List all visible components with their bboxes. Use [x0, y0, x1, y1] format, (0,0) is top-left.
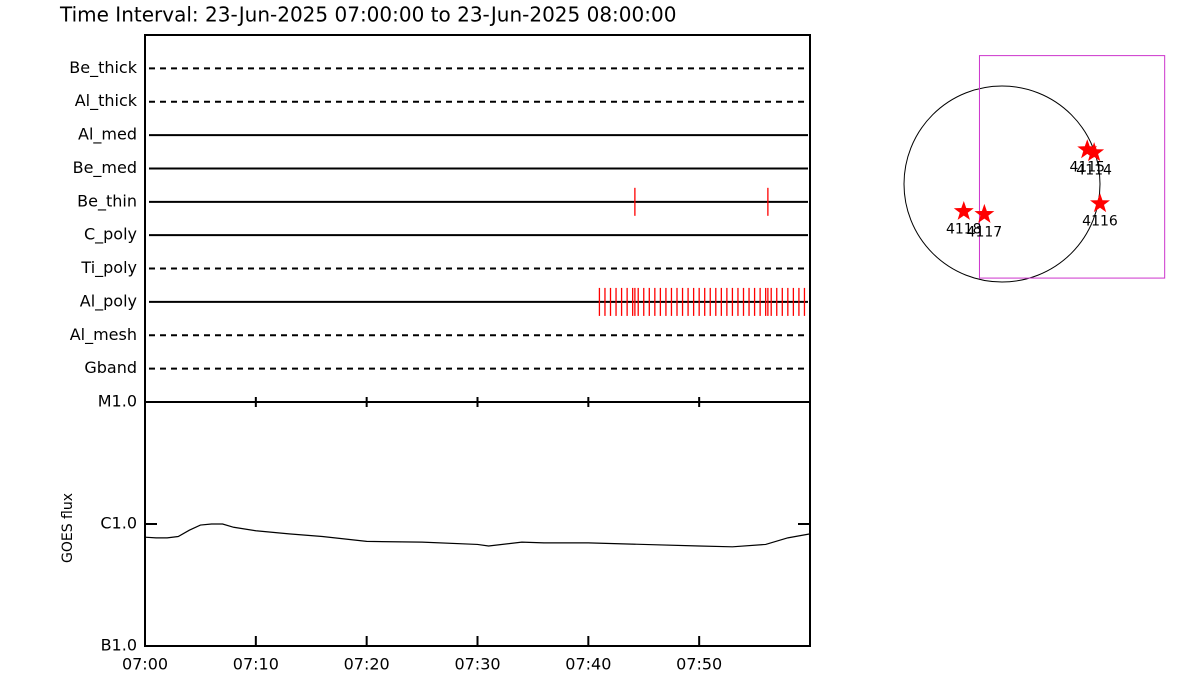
chart-title: Time Interval: 23-Jun-2025 07:00:00 to 2… [59, 3, 676, 27]
x-tick-label: 07:30 [454, 655, 500, 674]
row-label: Al_poly [80, 291, 137, 311]
row-label: Be_thick [69, 58, 137, 78]
region-marker [953, 200, 974, 220]
flux-line [144, 523, 811, 548]
row-label: Al_mesh [70, 325, 137, 345]
panel-frame [144, 401, 811, 647]
row-label: Al_thick [75, 91, 138, 111]
region-marker [1077, 139, 1098, 159]
x-tick-label: 07:00 [122, 655, 168, 674]
region-label: 4114 [1076, 163, 1112, 179]
row-label: Gband [84, 358, 137, 377]
y-tick-label: B1.0 [101, 636, 137, 655]
y-tick-label: M1.0 [98, 392, 137, 411]
region-label: 4115 [1069, 160, 1105, 176]
row-label: Al_med [78, 125, 137, 145]
row-label: Be_med [73, 158, 137, 178]
row-label: C_poly [84, 225, 137, 245]
fov-box [978, 55, 1166, 279]
solar-disk [903, 85, 1101, 283]
row-label: Be_thin [77, 191, 137, 211]
row-label: Ti_poly [80, 258, 137, 278]
region-marker [974, 203, 995, 223]
x-tick-label: 07:50 [676, 655, 722, 674]
x-tick-label: 07:20 [344, 655, 390, 674]
region-label: 4118 [946, 221, 982, 237]
panel-frame [144, 34, 811, 403]
region-marker [1090, 193, 1110, 213]
y-axis-label: GOES flux [60, 493, 76, 563]
region-label: 4116 [1082, 214, 1118, 230]
x-tick-label: 07:10 [233, 655, 279, 674]
region-label: 4117 [967, 224, 1003, 240]
y-tick-label: C1.0 [100, 514, 137, 533]
region-marker [1084, 142, 1105, 162]
x-tick-label: 07:40 [565, 655, 611, 674]
